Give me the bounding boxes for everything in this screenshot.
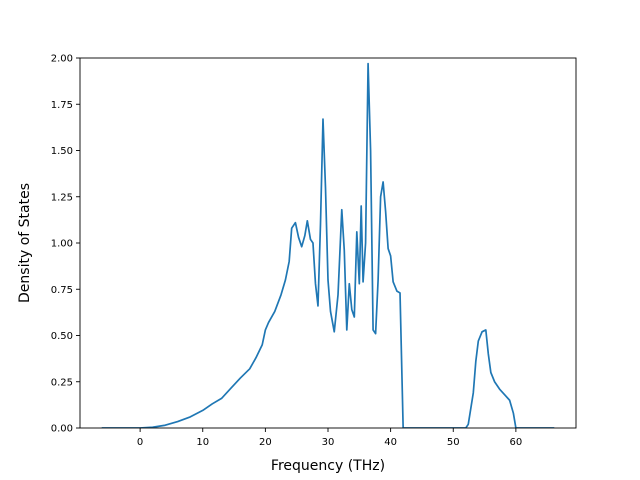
plot-area — [101, 62, 555, 428]
x-tick-label: 50 — [447, 437, 460, 448]
y-tick-label: 1.00 — [51, 239, 73, 250]
x-tick-label: 0 — [137, 437, 143, 448]
y-tick-label: 1.50 — [51, 146, 73, 157]
y-tick-label: 0.00 — [51, 424, 73, 435]
x-tick-label: 20 — [259, 437, 272, 448]
x-axis-label: Frequency (THz) — [271, 458, 385, 474]
y-tick-label: 1.25 — [51, 192, 73, 203]
y-tick-label: 2.00 — [51, 54, 73, 65]
x-tick-label: 30 — [322, 437, 335, 448]
y-tick-label: 0.50 — [51, 331, 73, 342]
x-axis: 0 10 20 30 40 50 60 — [137, 428, 522, 448]
x-tick-label: 40 — [384, 437, 397, 448]
y-axis: 0.00 0.25 0.50 0.75 1.00 1.25 1.50 1.75 2.00 — [51, 54, 80, 435]
x-tick-label: 60 — [510, 437, 523, 448]
y-tick-label: 0.75 — [51, 285, 73, 296]
dos-series-line — [101, 62, 555, 428]
plot-frame — [79, 57, 577, 429]
y-axis-label: Density of States — [17, 183, 33, 303]
y-tick-label: 0.25 — [51, 377, 73, 388]
x-tick-label: 10 — [196, 437, 209, 448]
y-tick-label: 1.75 — [51, 100, 73, 111]
